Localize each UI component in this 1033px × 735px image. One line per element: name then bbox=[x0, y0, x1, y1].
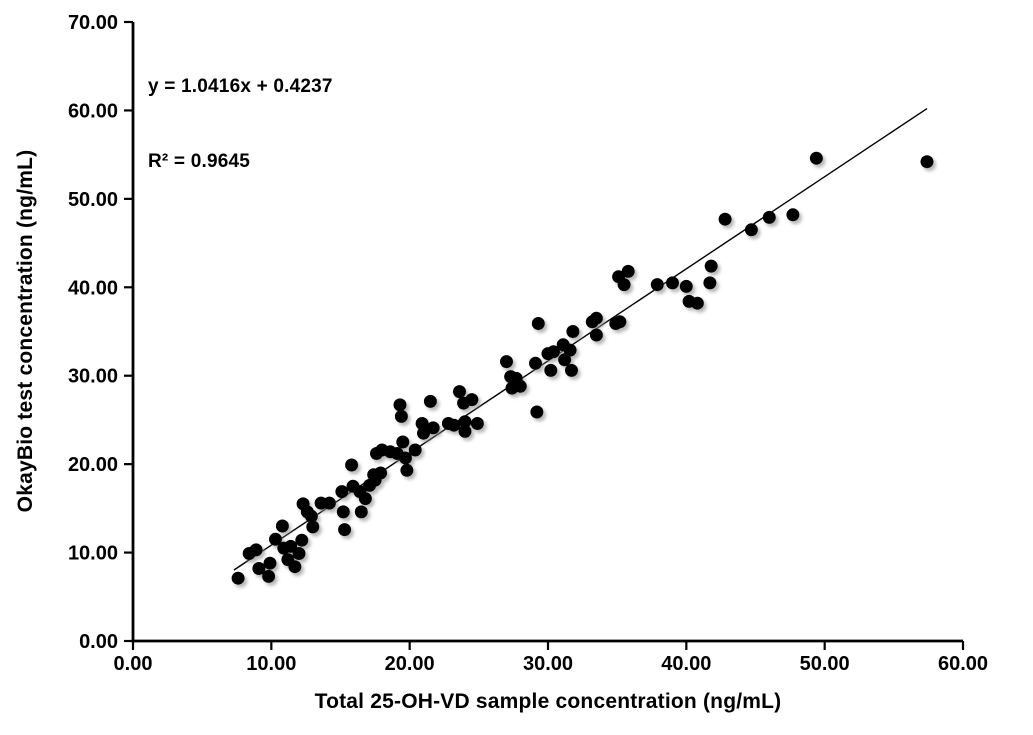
data-point bbox=[417, 426, 430, 440]
y-tick-label: 40.00 bbox=[68, 277, 118, 299]
data-point bbox=[358, 492, 372, 506]
data-point bbox=[426, 421, 440, 435]
data-point bbox=[269, 532, 282, 546]
data-point bbox=[530, 405, 544, 419]
data-point bbox=[423, 394, 437, 408]
y-tick-label: 0.00 bbox=[79, 631, 118, 653]
data-point bbox=[306, 520, 320, 534]
data-point bbox=[703, 276, 717, 290]
y-tick-label: 20.00 bbox=[68, 454, 118, 476]
data-point bbox=[589, 328, 603, 342]
data-point bbox=[613, 315, 627, 329]
data-point bbox=[565, 363, 578, 377]
data-point bbox=[465, 393, 479, 407]
data-point bbox=[336, 505, 350, 519]
data-point bbox=[399, 451, 412, 465]
x-tick-label: 20.00 bbox=[385, 653, 435, 675]
y-tick-label: 50.00 bbox=[68, 189, 118, 211]
data-point bbox=[263, 556, 277, 570]
data-point bbox=[547, 345, 560, 359]
data-point bbox=[500, 355, 513, 369]
data-point bbox=[563, 343, 577, 357]
y-tick-label: 30.00 bbox=[68, 366, 118, 388]
y-axis-title: OkayBio test concentration (ng/mL) bbox=[14, 149, 37, 513]
data-point bbox=[262, 569, 276, 583]
data-point bbox=[249, 543, 263, 557]
data-point bbox=[335, 485, 349, 499]
data-point bbox=[920, 155, 934, 169]
data-point bbox=[762, 210, 776, 224]
data-point bbox=[704, 259, 718, 273]
data-point bbox=[295, 533, 309, 547]
y-tick-label: 10.00 bbox=[68, 543, 118, 565]
x-axis-title: Total 25-OH-VD sample concentration (ng/… bbox=[314, 690, 782, 713]
y-tick-label: 60.00 bbox=[68, 100, 118, 122]
x-tick-label: 10.00 bbox=[246, 653, 296, 675]
data-point bbox=[589, 311, 603, 325]
x-tick-label: 40.00 bbox=[661, 653, 711, 675]
data-point bbox=[566, 325, 580, 338]
x-tick-label: 50.00 bbox=[800, 653, 850, 675]
data-point bbox=[617, 278, 631, 292]
data-point bbox=[338, 523, 352, 537]
data-point bbox=[415, 417, 429, 430]
data-point bbox=[304, 509, 318, 523]
data-point bbox=[252, 562, 266, 575]
data-point bbox=[458, 415, 472, 429]
data-point bbox=[275, 519, 289, 533]
data-point bbox=[345, 458, 359, 472]
x-tick-label: 30.00 bbox=[523, 653, 573, 675]
data-point bbox=[400, 463, 414, 477]
data-point bbox=[470, 417, 484, 430]
data-point bbox=[786, 208, 800, 222]
data-point bbox=[679, 279, 693, 293]
data-point bbox=[744, 223, 758, 237]
data-point bbox=[288, 560, 302, 574]
trendline-annotation: y = 1.0416x + 0.4237 R² = 0.9645 bbox=[148, 24, 333, 224]
data-point bbox=[322, 496, 336, 510]
data-point bbox=[374, 466, 388, 480]
data-point bbox=[396, 435, 410, 449]
data-point bbox=[447, 418, 461, 432]
data-point bbox=[231, 571, 245, 585]
data-point bbox=[650, 278, 664, 292]
data-point bbox=[354, 505, 368, 519]
data-point bbox=[292, 547, 306, 560]
data-point bbox=[544, 363, 558, 377]
x-tick-label: 0.00 bbox=[114, 653, 153, 675]
data-point bbox=[666, 276, 679, 290]
trendline bbox=[233, 107, 928, 571]
data-point bbox=[458, 424, 472, 438]
data-point bbox=[513, 379, 527, 393]
data-point bbox=[394, 409, 408, 423]
data-point bbox=[408, 443, 422, 457]
data-point bbox=[529, 356, 542, 370]
data-point bbox=[453, 385, 466, 399]
data-point bbox=[809, 151, 823, 165]
r-squared-value: R² = 0.9645 bbox=[148, 151, 251, 172]
data-point bbox=[718, 212, 732, 226]
trendline-equation: y = 1.0416x + 0.4237 bbox=[148, 76, 333, 97]
data-point bbox=[558, 353, 572, 367]
scatter-points bbox=[231, 151, 934, 585]
data-point bbox=[531, 317, 545, 330]
data-point bbox=[690, 296, 704, 310]
data-point bbox=[393, 398, 407, 412]
data-point bbox=[621, 264, 635, 278]
x-tick-label: 60.00 bbox=[938, 653, 988, 675]
y-tick-label: 70.00 bbox=[68, 12, 118, 34]
